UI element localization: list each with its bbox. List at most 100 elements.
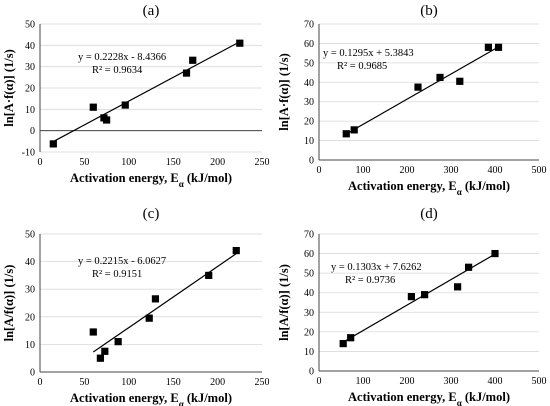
panel-b-data-point bbox=[436, 73, 444, 82]
panel-c-trendline bbox=[92, 253, 237, 353]
panel-a-x-tick-label: 150 bbox=[166, 157, 181, 168]
panel-a-label: (a) bbox=[143, 3, 160, 19]
panel-b-x-axis-title: Activation energy, Eα (kJ/mol) bbox=[348, 179, 510, 197]
panel-d-y-tick-label: 50 bbox=[304, 269, 314, 280]
panel-c-x-tick-label: 150 bbox=[166, 377, 181, 388]
panel-d-equation: y = 0.1303x + 7.6262 bbox=[331, 262, 422, 273]
panel-d-y-axis-title: ln[A/f(α)] (1/s) bbox=[277, 264, 291, 341]
panel-a-y-axis-title: ln[A·f(α)] (1/s) bbox=[2, 49, 16, 126]
panel-a-y-tick-label: 40 bbox=[25, 41, 35, 52]
panel-d-y-tick-label: 70 bbox=[304, 230, 314, 241]
panel-a-trendline bbox=[53, 41, 241, 143]
panel-d-x-tick-label: 300 bbox=[444, 376, 459, 387]
panel-c-data-point bbox=[101, 347, 109, 355]
panel-a-x-tick-label: 50 bbox=[79, 157, 89, 168]
panel-a-y-tick-label: -10 bbox=[22, 148, 35, 159]
panel-b-y-tick-label: 20 bbox=[304, 117, 314, 128]
panel-d-x-axis-title: Activation energy, Eα (kJ/mol) bbox=[348, 390, 510, 406]
panel-b-y-tick-label: 60 bbox=[304, 39, 314, 50]
panel-c-data-point bbox=[232, 246, 240, 255]
panel-c-y-tick-label: 10 bbox=[25, 340, 35, 351]
panel-c-data-point bbox=[145, 314, 153, 322]
panel-c-y-tick-label: 30 bbox=[25, 285, 35, 296]
panel-b-y-axis-title: ln[A·f(α)] (1/s) bbox=[277, 53, 291, 130]
panel-a-y-tick-label: 30 bbox=[25, 62, 35, 73]
panel-a-x-tick-label: 200 bbox=[210, 157, 225, 168]
panel-a-r-squared: R² = 0.9634 bbox=[92, 65, 143, 76]
panel-d-x-tick-label: 400 bbox=[488, 376, 503, 387]
panel-c-data-point bbox=[96, 354, 104, 362]
panel-b-trendline bbox=[345, 46, 499, 135]
panel-a-data-point bbox=[121, 101, 129, 109]
panel-c-x-tick-label: 50 bbox=[79, 377, 89, 388]
panel-b-data-point bbox=[342, 130, 350, 138]
panel-d-data-point bbox=[339, 340, 347, 348]
panel-a-equation: y = 0.2228x - 8.4366 bbox=[78, 52, 166, 63]
panel-a-data-point bbox=[49, 140, 57, 148]
panel-c-data-point bbox=[89, 328, 97, 336]
panel-c-y-axis-title: ln[A/f(α)] (1/s) bbox=[2, 265, 16, 342]
panel-d-label: (d) bbox=[420, 206, 438, 222]
panel-a-data-point bbox=[89, 103, 97, 111]
panel-b-label: (b) bbox=[420, 3, 438, 19]
panel-b-r-squared: R² = 0.9685 bbox=[337, 61, 387, 72]
panel-a-x-tick-label: 100 bbox=[121, 157, 136, 168]
panel-c-x-tick-label: 0 bbox=[38, 377, 43, 388]
panel-a-y-tick-label: 10 bbox=[25, 105, 35, 116]
panel-d-y-tick-label: 30 bbox=[304, 308, 314, 319]
panel-c-data-point bbox=[114, 338, 122, 346]
panel-d-x-tick-label: 100 bbox=[356, 376, 371, 387]
panel-c-data-point bbox=[205, 271, 213, 279]
panel-b-y-tick-label: 10 bbox=[304, 136, 314, 147]
panel-a-y-tick-label: 20 bbox=[25, 84, 35, 95]
panel-c-x-tick-label: 200 bbox=[210, 377, 225, 388]
panel-b-data-point bbox=[350, 126, 358, 134]
panel-b-x-tick-label: 0 bbox=[317, 165, 322, 176]
panel-d-y-tick-label: 40 bbox=[304, 288, 314, 299]
panel-a-data-point bbox=[236, 39, 244, 47]
panel-c-label: (c) bbox=[143, 206, 160, 222]
panel-c-r-squared: R² = 0.9151 bbox=[92, 269, 142, 280]
panel-c-x-tick-label: 100 bbox=[121, 377, 136, 388]
panel-d-y-tick-label: 20 bbox=[304, 327, 314, 338]
panel-d-data-point bbox=[465, 263, 473, 271]
panel-c-y-tick-label: 20 bbox=[25, 312, 35, 323]
panel-a-x-axis-title: Activation energy, Eα (kJ/mol) bbox=[70, 171, 232, 189]
panel-b-x-tick-label: 500 bbox=[532, 165, 547, 176]
panel-c-data-point bbox=[151, 295, 160, 303]
panel-c-y-tick-label: 0 bbox=[30, 368, 35, 379]
panel-b-data-point bbox=[494, 43, 503, 51]
panel-d-r-squared: R² = 0.9736 bbox=[345, 275, 395, 286]
panel-b-data-point bbox=[484, 43, 492, 51]
panel-d-y-tick-label: 10 bbox=[304, 347, 314, 358]
panel-d-data-point bbox=[491, 249, 499, 258]
panel-d-y-tick-label: 0 bbox=[309, 367, 314, 378]
panel-b-y-tick-label: 30 bbox=[304, 97, 314, 108]
panel-a-data-point bbox=[189, 56, 197, 64]
panel-b-y-tick-label: 0 bbox=[309, 156, 314, 167]
panel-b-data-point bbox=[456, 77, 464, 85]
panel-d-x-tick-label: 500 bbox=[532, 376, 547, 387]
panel-b-y-tick-label: 50 bbox=[304, 58, 314, 69]
chart-panel-c: 0 10 20 30 40 50 0 50 100 150 200 250 (c) Activation … bbox=[2, 206, 270, 406]
panel-b-x-tick-label: 300 bbox=[444, 165, 459, 176]
panel-d-x-tick-label: 0 bbox=[317, 376, 322, 387]
panel-b-y-tick-label: 40 bbox=[304, 78, 314, 89]
panel-c-equation: y = 0.2215x - 6.0627 bbox=[78, 256, 166, 267]
panel-c-x-tick-label: 250 bbox=[255, 377, 270, 388]
panel-b-equation: y = 0.1295x + 5.3843 bbox=[323, 48, 414, 59]
panel-a-x-tick-label: 0 bbox=[38, 157, 43, 168]
panel-b-x-tick-label: 200 bbox=[400, 165, 415, 176]
panel-c-y-tick-label: 50 bbox=[25, 230, 35, 241]
panel-a-y-tick-label: 0 bbox=[30, 126, 35, 137]
chart-panel-d: 0 10 20 30 40 50 60 70 0 100 200 300 400 500 (d) Activa… bbox=[277, 206, 547, 406]
panel-b-x-tick-label: 100 bbox=[356, 165, 371, 176]
panel-d-data-point bbox=[407, 293, 415, 301]
chart-panel-b: 0 10 20 30 40 50 60 70 0 100 200 300 400 500 (b) Activa… bbox=[277, 3, 547, 197]
panel-a-data-point bbox=[182, 69, 191, 77]
panel-a-x-tick-label: 250 bbox=[255, 157, 270, 168]
panel-c-x-axis-title: Activation energy, Eα (kJ/mol) bbox=[70, 391, 232, 406]
panel-b-data-point bbox=[414, 83, 422, 91]
